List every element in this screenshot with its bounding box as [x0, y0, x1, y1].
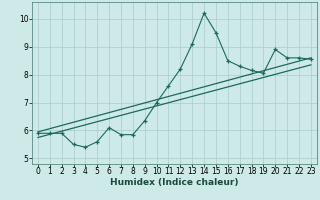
X-axis label: Humidex (Indice chaleur): Humidex (Indice chaleur) — [110, 178, 239, 187]
